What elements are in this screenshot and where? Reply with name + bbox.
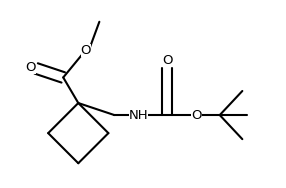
Text: O: O	[191, 108, 202, 122]
Text: NH: NH	[129, 108, 148, 122]
Text: O: O	[81, 44, 91, 58]
Text: O: O	[25, 61, 36, 74]
Text: O: O	[162, 54, 172, 67]
